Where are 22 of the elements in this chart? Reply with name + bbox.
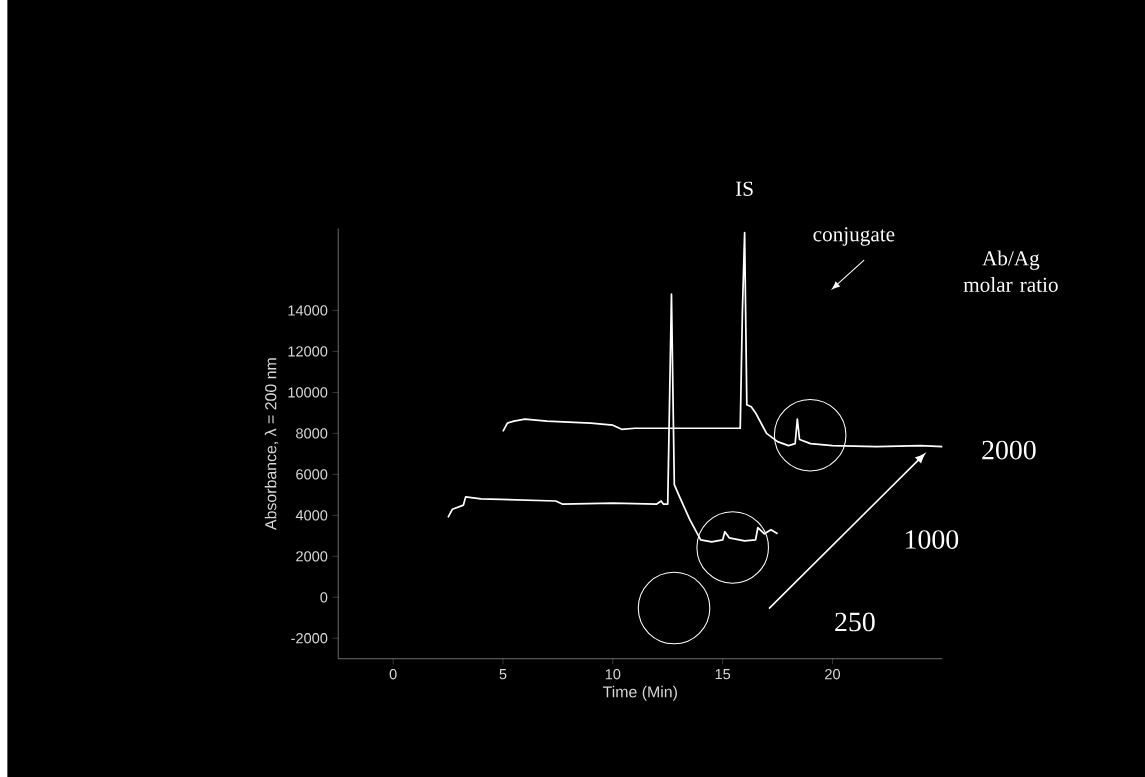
y-tick-label: 10000 bbox=[288, 387, 328, 398]
y-tick-label: 2000 bbox=[296, 551, 328, 562]
y-axis-title: Absorbance, λ = 200 nm bbox=[264, 358, 279, 530]
x-axis-title: Time (Min) bbox=[602, 685, 677, 701]
y-tick-label: 0 bbox=[320, 592, 328, 603]
legend-label: 2000 bbox=[982, 440, 1036, 460]
y-tick-label: -2000 bbox=[291, 633, 328, 644]
annotation: conjugate bbox=[813, 227, 895, 246]
y-tick-label: 6000 bbox=[296, 469, 328, 480]
y-tick-label: 8000 bbox=[296, 428, 328, 439]
text: 1000 bbox=[906, 530, 959, 549]
x-tick-label: 20 bbox=[825, 669, 840, 680]
y-tick-label: 14000 bbox=[288, 305, 328, 316]
x-tick-label: 15 bbox=[715, 669, 731, 680]
annotation: 250 bbox=[835, 612, 875, 632]
x-tick-label: 10 bbox=[605, 669, 621, 680]
text: IS bbox=[735, 181, 753, 196]
x-tick-label: 0 bbox=[389, 669, 397, 680]
y-tick-label: 4000 bbox=[295, 510, 328, 521]
x-tick-label: 5 bbox=[499, 669, 507, 680]
text: Ab/Ag molar ratio bbox=[963, 250, 1058, 292]
y-tick-label: 12000 bbox=[288, 346, 328, 357]
